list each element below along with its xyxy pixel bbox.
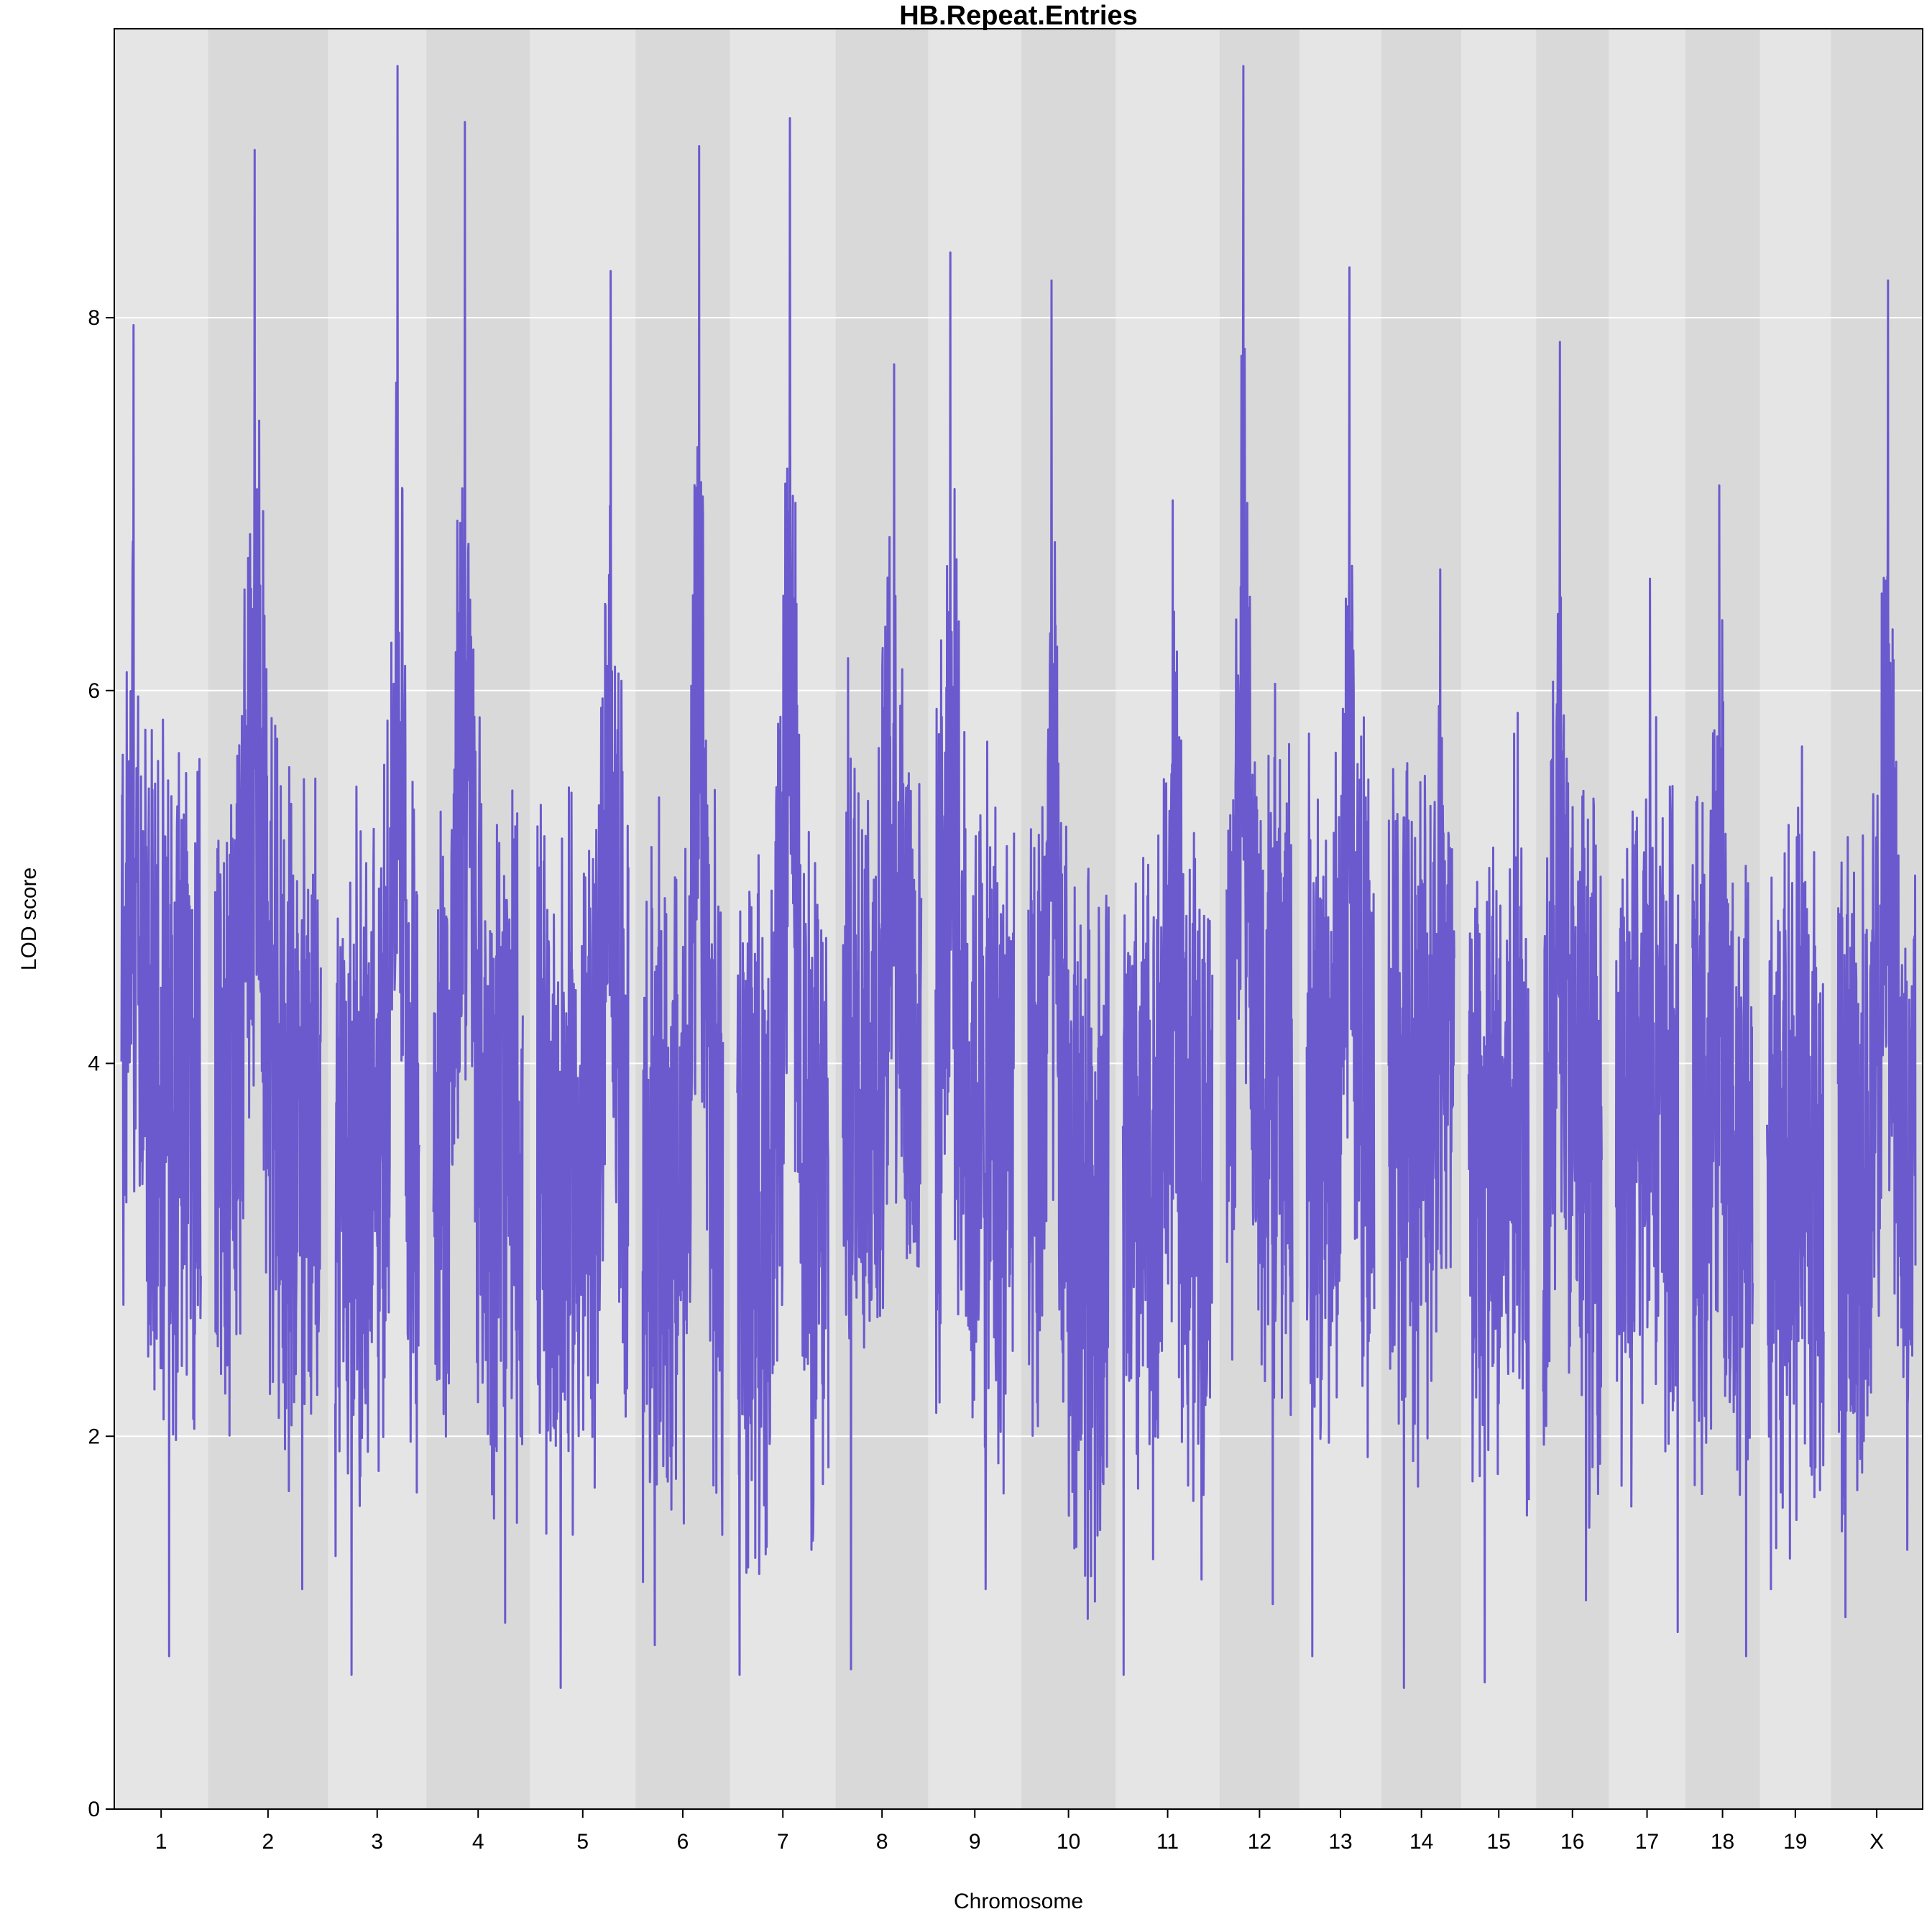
lod-trace-chr-1	[120, 323, 202, 1657]
lod-trace-chr-10	[1027, 279, 1110, 1620]
chromosome-band-15	[1461, 29, 1537, 1809]
x-tick-label-1: 1	[155, 1830, 167, 1854]
lod-trace-chr-X	[1836, 279, 1917, 1619]
lod-trace-chr-11	[1121, 499, 1214, 1676]
x-tick-label-5: 5	[576, 1830, 589, 1854]
lod-trace-chr-9	[934, 251, 1016, 1591]
y-tick-label: 8	[88, 306, 100, 330]
lod-trace-chr-17	[1614, 577, 1680, 1634]
lod-trace-chr-7	[736, 117, 830, 1676]
y-tick-label: 0	[88, 1798, 100, 1821]
y-axis: 0 2 4 6 8	[88, 306, 114, 1821]
lod-trace-chr-18	[1691, 484, 1754, 1657]
x-tick-label-8: 8	[876, 1830, 888, 1854]
chart-title: HB.Repeat.Entries	[899, 1, 1138, 31]
x-tick-label-16: 16	[1560, 1830, 1584, 1854]
y-tick-label: 2	[88, 1425, 100, 1448]
plot-frame	[114, 28, 1923, 1810]
x-tick-label-6: 6	[677, 1830, 689, 1854]
x-tick-label-2: 2	[262, 1830, 275, 1854]
x-tick-label-13: 13	[1328, 1830, 1352, 1854]
x-tick-label-15: 15	[1487, 1830, 1511, 1854]
lod-trace-chr-2	[213, 149, 322, 1591]
x-tick-label-10: 10	[1057, 1830, 1080, 1854]
lod-trace-chr-6	[641, 144, 724, 1647]
x-axis: 1 2 3 4 5 6 7 8 9 10 11 12 13 14 15 16 17 18 19 X	[155, 1809, 1884, 1854]
y-tick-label: 6	[88, 679, 100, 703]
x-tick-label-3: 3	[371, 1830, 383, 1854]
lod-trace-chr-15	[1467, 712, 1530, 1684]
x-tick-label-7: 7	[777, 1830, 789, 1854]
lod-series	[120, 65, 1917, 1689]
x-axis-title: Chromosome	[954, 1890, 1083, 1913]
x-tick-label-19: 19	[1783, 1830, 1807, 1854]
lod-trace-chr-16	[1542, 341, 1603, 1601]
chromosome-band-3	[328, 29, 427, 1809]
x-tick-label-17: 17	[1635, 1830, 1659, 1854]
lod-trace-chr-14	[1387, 568, 1455, 1689]
y-axis-title: LOD score	[17, 868, 41, 970]
x-tick-label-18: 18	[1711, 1830, 1734, 1854]
x-tick-label-14: 14	[1409, 1830, 1433, 1854]
lod-trace-chr-3	[334, 65, 420, 1676]
lod-trace-chr-19	[1766, 745, 1825, 1591]
x-tick-label-9: 9	[969, 1830, 981, 1854]
x-tick-label-12: 12	[1248, 1830, 1271, 1854]
lod-trace-chr-13	[1305, 266, 1376, 1657]
lod-trace-chr-5	[535, 270, 630, 1689]
x-tick-label-X: X	[1869, 1830, 1884, 1854]
lod-trace-chr-12	[1225, 65, 1294, 1606]
lod-trace-chr-8	[842, 363, 923, 1670]
lod-trace-chr-4	[432, 121, 524, 1624]
x-tick-label-4: 4	[472, 1830, 484, 1854]
y-tick-label: 4	[88, 1052, 100, 1076]
x-tick-label-11: 11	[1156, 1830, 1179, 1854]
